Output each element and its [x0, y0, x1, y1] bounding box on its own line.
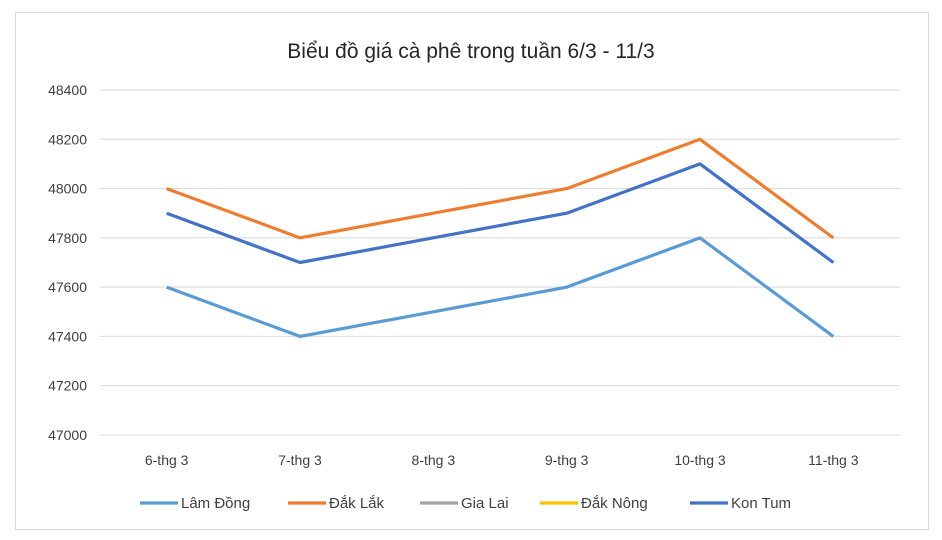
x-tick-label: 10-thg 3: [674, 452, 726, 468]
series-line-1: [166, 137, 835, 240]
chart-title: Biểu đồ giá cà phê trong tuần 6/3 - 11/3: [287, 40, 654, 63]
y-tick-label: 47400: [48, 328, 87, 344]
legend-label: Đắk Lắk: [329, 495, 385, 512]
y-tick-label: 47200: [48, 378, 87, 394]
y-tick-label: 47600: [48, 279, 87, 295]
chart-frame: [15, 12, 929, 530]
series-line-4: [166, 162, 835, 265]
y-tick-label: 48000: [48, 181, 87, 197]
y-tick-label: 48400: [48, 82, 87, 98]
x-tick-label: 7-thg 3: [278, 452, 322, 468]
x-tick-label: 6-thg 3: [145, 452, 189, 468]
legend-label: Kon Tum: [731, 495, 791, 512]
legend-label: Lâm Đồng: [181, 495, 250, 512]
series-line-0: [166, 236, 835, 339]
y-tick-label: 47800: [48, 230, 87, 246]
y-tick-label: 47000: [48, 427, 87, 443]
y-tick-label: 48200: [48, 131, 87, 147]
legend-label: Gia Lai: [461, 495, 509, 512]
legend-label: Đắk Nông: [581, 495, 648, 512]
x-tick-label: 11-thg 3: [808, 452, 859, 468]
x-tick-label: 8-thg 3: [412, 452, 456, 468]
x-tick-label: 9-thg 3: [545, 452, 589, 468]
